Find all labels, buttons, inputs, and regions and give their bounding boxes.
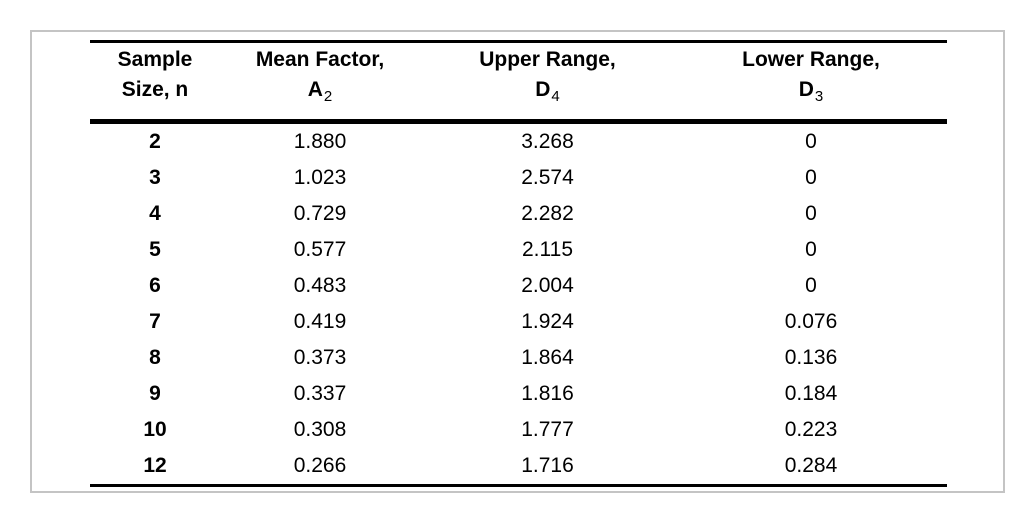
value-cell: 0.337 (293, 382, 347, 405)
value-cell: 0.729 (293, 202, 347, 225)
table-header-row: Sample Size, n Mean Factor, A2 Upper Range, D… (90, 43, 947, 119)
value-cell: 0.483 (293, 274, 347, 297)
value-cell: 0.184 (784, 382, 838, 405)
table-bottom-rule (90, 484, 947, 487)
column-header-upper-range: Upper Range, D4 (420, 45, 675, 107)
control-chart-constants-table: Sample Size, n Mean Factor, A2 Upper Range, D… (90, 40, 947, 487)
value-cell: 2.004 (521, 274, 574, 297)
sample-size-cell: 12 (143, 454, 167, 477)
value-cell: 0.223 (784, 418, 838, 441)
table-row: 5 0.577 2.115 0 (90, 232, 947, 268)
value-cell: 2.115 (522, 238, 573, 261)
value-cell: 1.023 (293, 166, 347, 189)
value-cell: 0.266 (293, 454, 347, 477)
sample-size-cell: 6 (149, 274, 161, 297)
table-row: 9 0.337 1.816 0.184 (90, 376, 947, 412)
table-body: 2 1.880 3.268 0 3 1.023 2.574 0 4 0.729 2.282 0 5 0.5… (90, 124, 947, 484)
value-cell: 0 (805, 202, 817, 225)
header-line1: Upper Range, (479, 48, 616, 71)
table-row: 4 0.729 2.282 0 (90, 196, 947, 232)
header-line1: Mean Factor, (255, 48, 385, 71)
sample-size-cell: 9 (149, 382, 161, 405)
sample-size-cell: 5 (149, 238, 161, 261)
value-cell: 0.419 (293, 310, 347, 333)
value-cell: 1.880 (293, 130, 347, 153)
header-subscript: 4 (551, 88, 560, 105)
table-top-rule (90, 40, 947, 43)
value-cell: 0.577 (293, 238, 347, 261)
table-row: 6 0.483 2.004 0 (90, 268, 947, 304)
table-header-rule (90, 119, 947, 124)
header-subscript: 3 (814, 88, 824, 105)
column-header-lower-range: Lower Range, D3 (675, 45, 947, 107)
sample-size-cell: 2 (149, 130, 161, 153)
value-cell: 0 (805, 166, 817, 189)
header-line2: A2 (307, 78, 333, 105)
value-cell: 0.076 (784, 310, 838, 333)
sample-size-cell: 7 (149, 310, 161, 333)
header-line1: Sample (117, 48, 193, 71)
header-line1: Lower Range, (742, 48, 880, 71)
value-cell: 0 (805, 274, 817, 297)
header-line2: Size, n (121, 78, 189, 101)
value-cell: 2.574 (521, 166, 574, 189)
value-cell: 0.136 (784, 346, 838, 369)
sample-size-cell: 4 (149, 202, 161, 225)
table-row: 12 0.266 1.716 0.284 (90, 448, 947, 484)
value-cell: 0 (805, 238, 817, 261)
header-line2: D4 (535, 78, 560, 105)
value-cell: 1.716 (521, 454, 574, 477)
table-row: 2 1.880 3.268 0 (90, 124, 947, 160)
column-header-mean-factor: Mean Factor, A2 (220, 45, 420, 107)
sample-size-cell: 3 (149, 166, 161, 189)
value-cell: 1.864 (521, 346, 574, 369)
value-cell: 0.373 (293, 346, 347, 369)
sample-size-cell: 8 (149, 346, 161, 369)
value-cell: 0 (805, 130, 817, 153)
value-cell: 1.777 (521, 418, 574, 441)
table-row: 8 0.373 1.864 0.136 (90, 340, 947, 376)
column-header-sample-size: Sample Size, n (90, 45, 220, 107)
value-cell: 3.268 (521, 130, 574, 153)
value-cell: 0.308 (293, 418, 347, 441)
table-row: 3 1.023 2.574 0 (90, 160, 947, 196)
header-line2: D3 (798, 78, 824, 105)
sample-size-cell: 10 (143, 418, 167, 441)
value-cell: 2.282 (521, 202, 574, 225)
table-frame: Sample Size, n Mean Factor, A2 Upper Range, D… (30, 30, 1005, 493)
table-row: 10 0.308 1.777 0.223 (90, 412, 947, 448)
value-cell: 1.924 (521, 310, 574, 333)
header-subscript: 2 (323, 88, 333, 105)
value-cell: 1.816 (521, 382, 574, 405)
value-cell: 0.284 (784, 454, 838, 477)
table-row: 7 0.419 1.924 0.076 (90, 304, 947, 340)
